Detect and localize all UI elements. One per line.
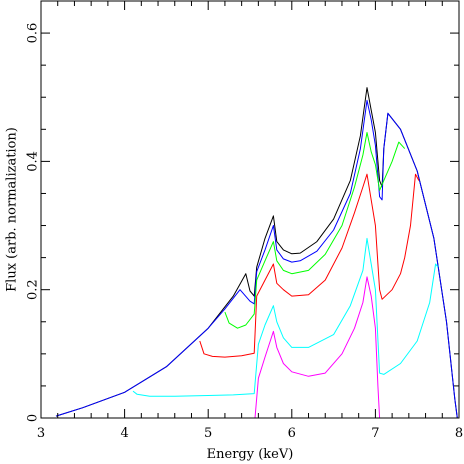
x-axis-title: Energy (keV) [207, 447, 294, 462]
series-line-4 [199, 173, 420, 358]
x-tick-label: 5 [204, 426, 212, 441]
series-line-2 [55, 99, 458, 419]
series-layer [55, 87, 458, 419]
series-line-3 [224, 132, 406, 329]
y-tick-label: 0 [26, 414, 41, 422]
y-tick-label: 0.6 [26, 23, 41, 44]
y-tick-label: 0.2 [26, 279, 41, 300]
x-tick-label: 3 [37, 426, 45, 441]
plot-frame [40, 0, 460, 419]
x-tick-label: 7 [371, 426, 379, 441]
series-line-6 [254, 276, 381, 419]
x-tick-label: 4 [120, 426, 128, 441]
series-line-5 [132, 237, 439, 397]
y-axis-title: Flux (arb. normalization) [5, 127, 20, 292]
y-tick-label: 0.4 [26, 151, 41, 172]
x-tick-label: 8 [455, 426, 463, 441]
ticks-layer: 3 4 5 6 7 8 0 0.2 0.4 0.6 [26, 0, 463, 441]
x-tick-label: 6 [288, 426, 296, 441]
